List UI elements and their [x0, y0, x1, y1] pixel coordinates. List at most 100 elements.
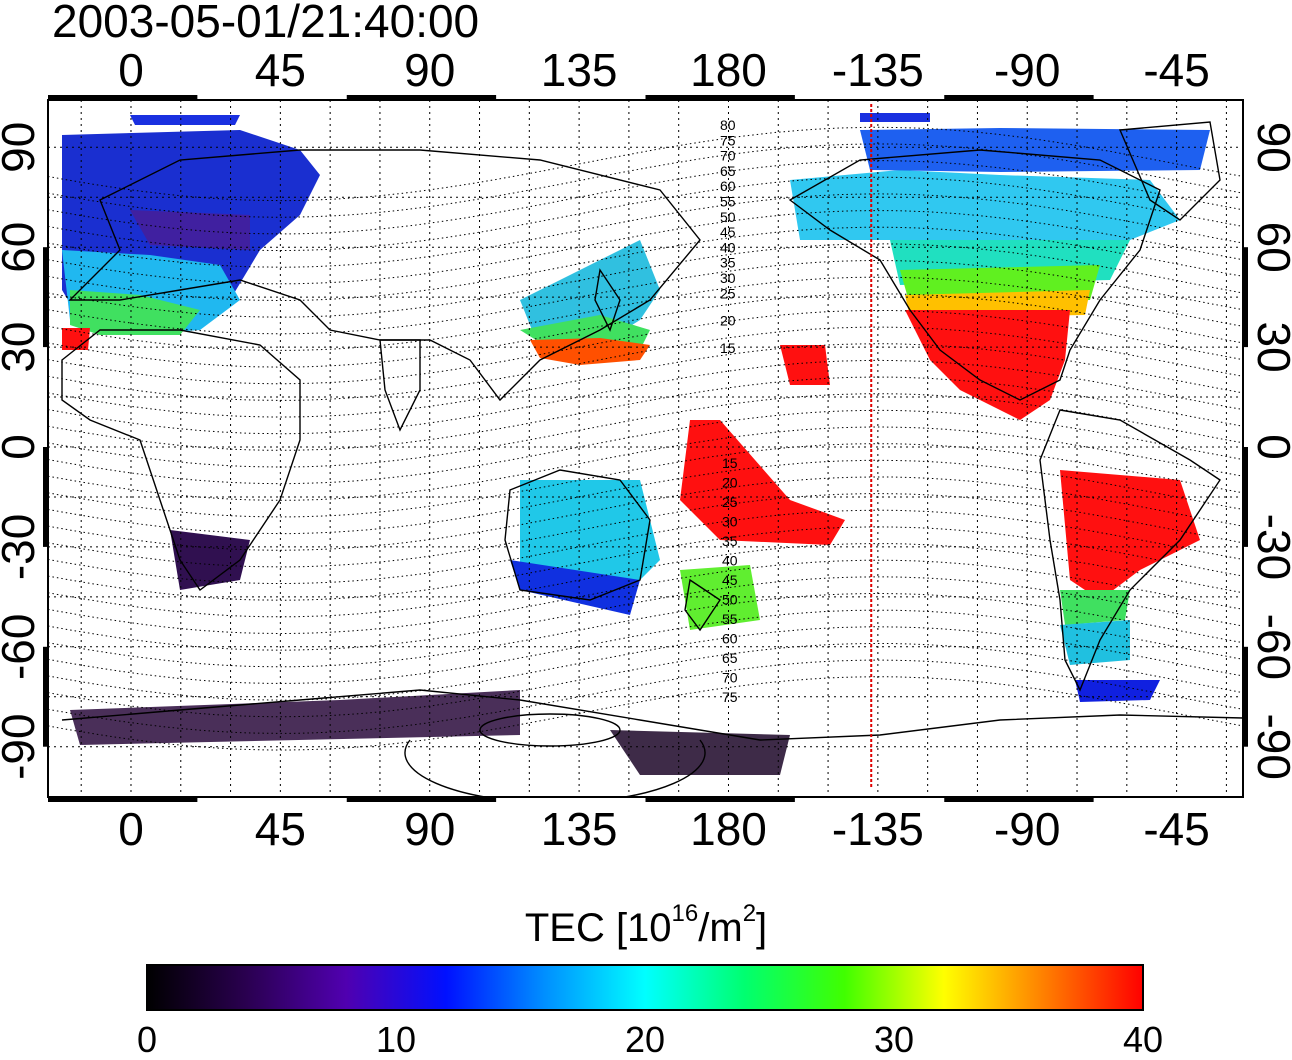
lat-tick-labels-left: 90 60 30 0 -30 -60 -90 — [0, 122, 44, 780]
lat-tick-label-right: 60 — [1248, 222, 1292, 273]
coastlines — [61, 121, 1243, 797]
tec-patch-sa-blue — [1075, 680, 1160, 702]
lon-tick-label-bottom: 180 — [690, 803, 767, 855]
coast-india — [379, 339, 421, 432]
mlat-label-north: 25 — [720, 285, 736, 301]
lon-tick-label-top: 90 — [404, 44, 455, 96]
frame-bar-bottom — [944, 797, 1094, 802]
tec-patch-japan-red — [530, 338, 650, 365]
frame-bar-top — [944, 95, 1094, 100]
lat-tick-label-right: 30 — [1248, 322, 1292, 373]
mlat-contour — [48, 376, 1241, 451]
mlat-label-north: 35 — [720, 255, 736, 271]
coast-greenland — [1118, 121, 1221, 221]
mlat-label-north: 15 — [720, 340, 736, 356]
frame-bar-left — [43, 447, 48, 547]
coast-australia — [504, 469, 651, 601]
lat-tick-label-left: -90 — [0, 713, 44, 779]
tec-patch-na-north-blue — [860, 128, 1210, 172]
coast-nz — [684, 578, 721, 632]
frame-bar-bottom — [645, 797, 795, 802]
coast-polar-oval-2 — [404, 739, 706, 797]
lat-tick-label-right: 90 — [1248, 122, 1292, 173]
tec-patch-antarctic-2 — [610, 730, 790, 775]
mlat-label-south: 35 — [722, 533, 738, 549]
mlat-label-north: 50 — [720, 209, 736, 225]
lat-tick-label-left: 60 — [0, 222, 44, 273]
colorbar-tick-0: 0 — [136, 1019, 158, 1060]
mlat-label-north: 40 — [720, 239, 736, 255]
mlat-label-north: 60 — [720, 178, 736, 194]
coast-polar-oval — [479, 713, 621, 747]
mlat-label-south: 55 — [722, 611, 738, 627]
mlat-label-south: 45 — [722, 572, 738, 588]
colorbar-tick-40: 40 — [1122, 1019, 1164, 1060]
lat-tick-label-right: 0 — [1248, 434, 1292, 460]
tec-patch-europe-green — [70, 290, 200, 335]
tec-patch-australia-blue — [510, 560, 640, 615]
lon-tick-label-bottom: 0 — [118, 803, 144, 855]
tec-patch-na-red — [905, 310, 1070, 420]
mlat-label-north: 70 — [720, 148, 736, 164]
coast-japan — [594, 268, 621, 332]
frame-bar-top — [645, 95, 795, 100]
mlat-label-south: 50 — [722, 592, 738, 608]
map-timestamp: 2003-05-01/21:40:00 — [52, 0, 480, 47]
lat-tick-labels-right: 90 60 30 0 -30 -60 -90 — [1248, 122, 1292, 780]
tec-patch-sa-red — [1060, 470, 1200, 600]
mlat-label-north: 45 — [720, 224, 736, 240]
mlat-label-south: 20 — [722, 475, 738, 491]
lon-tick-label-bottom: -135 — [832, 803, 924, 855]
mlat-label-north: 30 — [720, 270, 736, 286]
lon-tick-label-bottom: -90 — [994, 803, 1060, 855]
lon-tick-label-top: 0 — [118, 44, 144, 96]
tec-patch-nz — [680, 565, 760, 630]
frame-bar-top — [346, 95, 497, 100]
coast-south-america — [1039, 409, 1221, 692]
lat-tick-label-left: -30 — [0, 514, 44, 580]
lon-tick-label-bottom: 45 — [255, 803, 306, 855]
mlat-contour — [48, 593, 1241, 668]
lat-tick-label-right: -90 — [1248, 713, 1292, 779]
colorbar — [146, 964, 1144, 1011]
mlat-label-north: 80 — [720, 117, 736, 133]
mlat-label-north: 55 — [720, 194, 736, 210]
frame-bar-bottom — [48, 797, 198, 802]
tec-patch-sa-cyan — [1060, 620, 1130, 665]
colorbar-tick-20: 20 — [624, 1019, 666, 1060]
mlat-label-south: 70 — [722, 670, 738, 686]
frame-bar-right — [1243, 447, 1248, 547]
frame-bar-right — [1243, 646, 1248, 747]
tec-patch-sw-pacific-red — [680, 420, 845, 545]
frame-bar-left — [43, 646, 48, 747]
frame-tick-bars — [43, 95, 1248, 802]
lon-tick-label-top: 135 — [541, 44, 618, 96]
mlat-label-south: 15 — [722, 455, 738, 471]
lon-tick-label-top: -90 — [994, 44, 1060, 96]
mlat-label-south: 60 — [722, 631, 738, 647]
tec-data-patches — [62, 113, 1210, 775]
coast-north-america — [788, 149, 1161, 401]
mlat-label-south: 75 — [722, 689, 738, 705]
tec-patch-arctic — [130, 115, 240, 125]
tec-patch-atlantic-red — [62, 328, 90, 350]
lat-tick-label-right: -30 — [1248, 514, 1292, 580]
mlat-label-south: 30 — [722, 514, 738, 530]
lat-tick-label-right: -60 — [1248, 614, 1292, 680]
tec-patch-europe-purple — [130, 210, 250, 250]
lat-tick-label-left: 90 — [0, 122, 44, 173]
mlat-label-south: 40 — [722, 553, 738, 569]
mlat-contour — [48, 426, 1241, 501]
geomagnetic-latitude-labels: 8075706560555045403530252015152025303540… — [720, 117, 738, 705]
frame-bar-right — [1243, 247, 1248, 348]
tec-patch-pacific-red — [780, 345, 830, 385]
tec-patch-s-africa — [170, 530, 250, 590]
coast-eurasia — [68, 149, 701, 402]
lat-tick-label-left: 0 — [0, 434, 44, 460]
lon-tick-label-bottom: -45 — [1143, 803, 1209, 855]
coast-antarctica — [61, 689, 1243, 741]
mlat-contour — [48, 393, 1241, 468]
lon-tick-label-bottom: 135 — [541, 803, 618, 855]
mlat-contour — [48, 626, 1241, 701]
